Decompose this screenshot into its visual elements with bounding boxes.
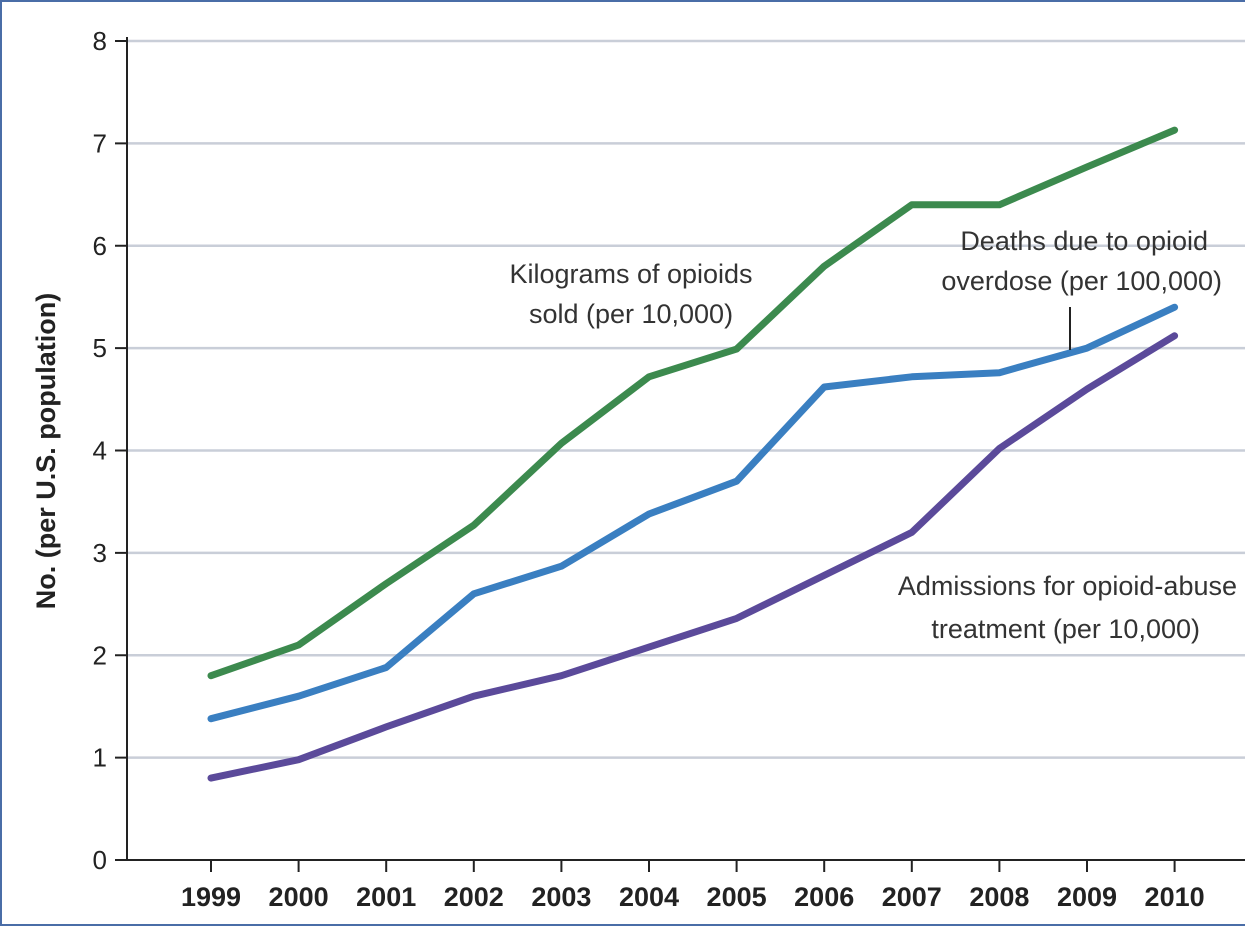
series-line-admissions xyxy=(207,332,1179,782)
series-lines xyxy=(207,126,1179,782)
x-tick-label: 2002 xyxy=(444,882,504,912)
x-tick-label: 2008 xyxy=(969,882,1029,912)
annotation-deaths-line-2: overdose (per 100,000) xyxy=(941,266,1222,296)
y-tick-label: 7 xyxy=(93,128,107,158)
axes xyxy=(115,37,1245,872)
y-tick-label: 8 xyxy=(93,26,107,56)
annotation-sold-line-2: sold (per 10,000) xyxy=(529,299,733,329)
y-tick-label: 4 xyxy=(93,436,107,466)
annotation-deaths-line-1: Deaths due to opioid xyxy=(960,226,1208,256)
x-tick-labels: 1999 2000 2001 2002 2003 2004 2005 2006 2007 2008… xyxy=(181,882,1205,912)
x-tick-label: 2009 xyxy=(1057,882,1117,912)
y-axis-title: No. (per U.S. population) xyxy=(31,293,61,609)
y-tick-label: 2 xyxy=(93,640,107,670)
y-tick-label: 1 xyxy=(93,743,107,773)
y-tick-labels: 0 1 2 3 4 5 6 7 8 xyxy=(93,26,107,875)
y-tick-label: 3 xyxy=(93,538,107,568)
y-tick-label: 6 xyxy=(93,231,107,261)
x-tick-label: 2007 xyxy=(882,882,942,912)
annotation-sold-line-1: Kilograms of opioids xyxy=(509,259,752,289)
x-tick-label: 2006 xyxy=(794,882,854,912)
series-line-deaths xyxy=(207,303,1179,723)
x-tick-label: 1999 xyxy=(181,882,241,912)
x-tick-label: 2000 xyxy=(269,882,329,912)
x-tick-label: 2010 xyxy=(1145,882,1205,912)
x-tick-label: 2005 xyxy=(707,882,767,912)
y-tick-label: 0 xyxy=(93,845,107,875)
annotation-admissions-line-2: treatment (per 10,000) xyxy=(931,614,1200,644)
y-tick-label: 5 xyxy=(93,333,107,363)
x-tick-label: 2001 xyxy=(356,882,416,912)
x-tick-label: 2003 xyxy=(531,882,591,912)
annotation-admissions-line-1: Admissions for opioid-abuse xyxy=(898,571,1237,601)
series-line-sold xyxy=(207,126,1179,680)
x-tick-label: 2004 xyxy=(619,882,679,912)
